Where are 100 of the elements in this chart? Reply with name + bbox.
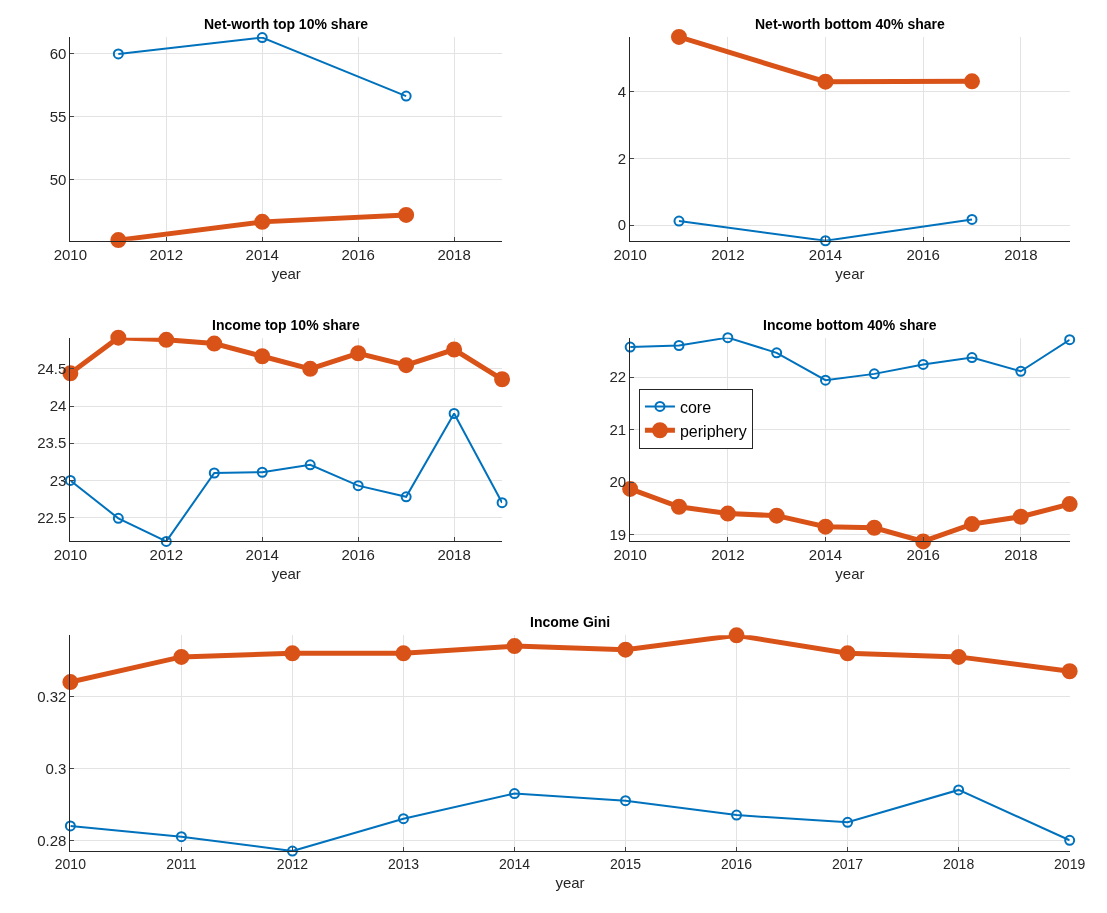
x-tick-label: 2010	[613, 546, 647, 564]
y-tick-label: 24	[49, 397, 67, 415]
x-tick-label: 2014	[808, 245, 843, 263]
point	[817, 518, 834, 535]
point	[839, 645, 856, 662]
chart-title: Net-worth bottom 40% share	[755, 16, 946, 32]
point	[617, 641, 634, 658]
point	[254, 213, 271, 230]
y-tick-label: 50	[49, 170, 67, 188]
y-tick-label: 22.5	[37, 508, 67, 526]
point	[304, 459, 316, 471]
y-tick-label: 0.3	[45, 759, 67, 777]
chart-title: Net-worth top 10% share	[204, 16, 369, 32]
point	[448, 407, 460, 419]
point	[966, 352, 978, 364]
y-tick-label: 24.5	[37, 360, 67, 378]
point	[112, 48, 124, 60]
point	[966, 213, 978, 225]
x-tick-label: 2018	[1004, 245, 1038, 263]
point	[508, 788, 520, 800]
x-tick-label: 2016	[341, 245, 375, 263]
x-tick-label: 2012	[149, 245, 183, 263]
point	[160, 535, 172, 547]
point	[819, 374, 831, 386]
point	[254, 348, 271, 365]
y-tick-label: 21	[609, 420, 627, 438]
x-tick-label: 2016	[341, 546, 375, 564]
point	[722, 332, 734, 344]
x-tick-label: 2014	[498, 855, 531, 872]
point	[494, 371, 511, 388]
point	[398, 206, 415, 223]
point	[1064, 334, 1076, 346]
point	[496, 497, 508, 509]
x-tick-label: 2011	[166, 855, 197, 872]
point	[173, 648, 190, 665]
y-tick-label: 23	[49, 471, 67, 489]
point	[731, 809, 743, 821]
point	[64, 820, 76, 832]
y-tick-label: 19	[609, 525, 627, 543]
point	[400, 90, 412, 102]
x-tick-label: 2012	[276, 855, 309, 872]
point	[842, 816, 854, 828]
point	[817, 73, 834, 90]
point	[158, 331, 175, 348]
point	[352, 480, 364, 492]
x-tick-label: 2013	[387, 855, 420, 872]
x-tick-label: 2014	[245, 546, 279, 564]
point	[1061, 496, 1078, 513]
legend-label: core	[679, 398, 712, 416]
point	[719, 505, 736, 522]
point	[1061, 663, 1078, 680]
point	[175, 831, 187, 843]
x-tick-label: 2010	[54, 855, 87, 872]
y-tick-label: 23.5	[37, 434, 67, 452]
point	[673, 340, 685, 352]
y-tick-label: 4	[617, 82, 627, 100]
point	[964, 73, 980, 90]
point	[506, 638, 523, 655]
point	[400, 491, 412, 503]
point	[671, 28, 687, 45]
x-tick-label: 2014	[808, 546, 843, 564]
x-tick-label: 2010	[613, 245, 647, 263]
x-tick-label: 2012	[149, 546, 183, 564]
x-axis-title: year	[835, 565, 865, 583]
x-axis-title: year	[835, 264, 865, 282]
y-tick-label: 55	[49, 108, 67, 126]
point	[398, 357, 415, 374]
point	[1015, 365, 1027, 377]
point	[208, 467, 220, 479]
point	[671, 498, 687, 515]
y-tick-label: 0.32	[37, 687, 67, 705]
point	[624, 341, 636, 353]
x-tick-label: 2014	[245, 245, 279, 263]
x-tick-label: 2010	[53, 546, 88, 564]
point	[284, 645, 301, 662]
point	[286, 845, 298, 857]
x-tick-label: 2018	[437, 245, 471, 263]
point	[771, 347, 783, 359]
point	[446, 341, 463, 358]
x-tick-label: 2016	[906, 245, 940, 263]
x-tick-label: 2010	[53, 245, 88, 263]
point	[112, 512, 124, 524]
point	[1064, 834, 1076, 846]
y-tick-label: 60	[49, 45, 67, 63]
point	[110, 232, 127, 249]
point	[917, 358, 929, 370]
x-tick-label: 2019	[1054, 855, 1086, 872]
point	[768, 507, 785, 524]
x-tick-label: 2017	[832, 855, 864, 872]
x-tick-label: 2012	[711, 546, 745, 564]
y-tick-label: 0	[617, 216, 627, 234]
x-tick-label: 2018	[437, 546, 471, 564]
x-axis-title: year	[555, 873, 585, 891]
y-tick-label: 2	[617, 149, 627, 167]
x-axis-title: year	[271, 264, 301, 282]
chart-title: Income bottom 40% share	[763, 317, 937, 333]
legend-label: periphery	[679, 422, 747, 440]
chart-title: Income Gini	[530, 614, 611, 630]
x-tick-label: 2018	[1004, 546, 1038, 564]
point	[206, 335, 223, 352]
